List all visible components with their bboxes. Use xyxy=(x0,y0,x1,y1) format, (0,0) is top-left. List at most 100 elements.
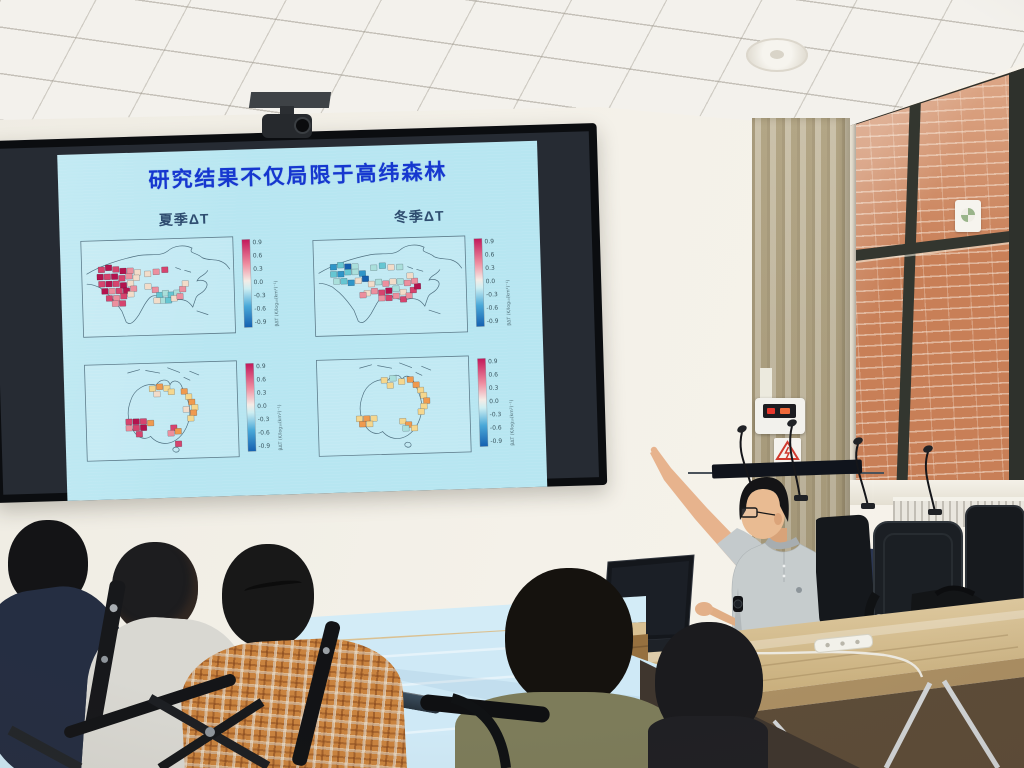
colorbar-tick: 0.6 xyxy=(256,376,266,383)
red-led xyxy=(767,408,775,414)
map-panel-aus-winter: 0.9 0.6 0.3 0.0 -0.3 -0.6 -0.9 βΔT (K/log₁₀(km²… xyxy=(315,354,518,460)
grid-cell xyxy=(167,430,175,437)
grid-cell xyxy=(148,385,156,393)
grid-cell xyxy=(104,264,113,272)
window-glare xyxy=(843,68,1024,505)
chair-armrest xyxy=(450,693,511,768)
grid-cell xyxy=(406,376,414,383)
season-label-summer: 夏季ΔT xyxy=(158,210,210,229)
grid-cell xyxy=(387,264,395,271)
colorbar-tick: -0.6 xyxy=(490,424,502,431)
grid-cell xyxy=(385,294,393,302)
grid-cell xyxy=(126,267,134,275)
map-frame xyxy=(312,235,469,337)
grid-cell xyxy=(410,424,419,432)
grid-cell xyxy=(120,292,128,300)
grid-cell xyxy=(403,279,411,287)
ceiling-camera xyxy=(248,92,334,142)
colorbar xyxy=(245,363,257,452)
grid-cell xyxy=(132,424,140,432)
grid-cell xyxy=(175,440,183,448)
slide: 研究结果不仅局限于高纬森林 夏季ΔT 冬季ΔT 0.9 0.6 0.3 0.0 -0.3… xyxy=(57,140,548,501)
colorbar-tick: -0.6 xyxy=(486,304,498,311)
grid-cell xyxy=(180,388,188,395)
grid-cell xyxy=(370,287,378,295)
office-chairs-left xyxy=(7,580,550,768)
office-chair-back xyxy=(816,514,876,628)
grid-cell xyxy=(329,263,337,271)
colorbar-tick: 0.9 xyxy=(252,239,262,246)
colorbar-tick: 0.0 xyxy=(486,278,496,285)
colorbar-tick: 0.0 xyxy=(253,279,263,286)
colorbar-tick: 0.3 xyxy=(489,385,499,392)
colorbar-tick: -0.9 xyxy=(258,443,270,450)
grid-cell xyxy=(333,278,341,285)
colorbar-tick: 0.3 xyxy=(253,266,263,273)
grid-cell xyxy=(385,287,393,294)
colorbar-tick: 0.9 xyxy=(488,358,498,365)
grid-cell xyxy=(359,420,367,428)
map-us-winter: 0.9 0.6 0.3 0.0 -0.3 -0.6 -0.9 βΔT (K/log₁₀(km²… xyxy=(312,235,512,337)
grid-cell xyxy=(181,280,189,287)
colorbar-tick: -0.6 xyxy=(254,305,266,312)
grid-cell xyxy=(190,409,198,416)
grid-cell xyxy=(182,406,190,413)
colorbar-tick: 0.0 xyxy=(489,398,499,405)
sign-glyph xyxy=(961,208,975,222)
grid-cell xyxy=(378,262,386,269)
presenter-glasses xyxy=(740,507,758,518)
grid-cell xyxy=(153,297,161,304)
audience-member-4-head xyxy=(505,568,633,708)
colorbar-label: βΔT (K/log₁₀(km²)⁻¹) xyxy=(505,279,512,325)
colorbar-tick: -0.9 xyxy=(255,319,267,326)
grid-cell xyxy=(370,415,378,422)
grid-cell xyxy=(119,267,127,275)
grid-cell xyxy=(351,263,359,270)
grid-cell xyxy=(111,300,119,307)
speaker-center xyxy=(770,50,784,59)
grid-cell xyxy=(402,425,410,432)
chair-frame-bar xyxy=(85,580,126,729)
colorbar-label: βΔT (K/log₁₀(km²)⁻¹) xyxy=(273,280,280,326)
grid-cell xyxy=(112,266,120,273)
grid-cell xyxy=(103,273,111,281)
grid-cell xyxy=(378,294,386,302)
slide-title: 研究结果不仅局限于高纬森林 xyxy=(148,160,448,193)
grid-cell xyxy=(115,287,123,295)
grid-cell xyxy=(153,390,161,398)
grid-cell xyxy=(396,278,404,285)
camera-lens-icon xyxy=(294,117,311,134)
window xyxy=(843,68,1024,505)
grid-cell xyxy=(108,287,116,295)
grid-cell xyxy=(167,388,175,396)
wall-control-panel xyxy=(755,398,805,434)
grid-cell xyxy=(351,268,359,276)
grid-cell xyxy=(392,292,400,300)
grid-cell xyxy=(152,268,160,276)
grid-cell xyxy=(378,289,386,296)
colorbar-tick: -0.3 xyxy=(486,291,498,298)
grid-cell xyxy=(370,264,378,271)
grid-cell xyxy=(101,288,109,295)
grid-cell xyxy=(125,273,133,280)
grid-cell xyxy=(127,290,135,298)
presenter-left-forearm xyxy=(709,606,735,626)
grid-cell xyxy=(151,286,159,294)
colorbar-tick: 0.3 xyxy=(257,390,267,397)
grid-cell xyxy=(358,270,366,277)
grid-cell xyxy=(187,415,195,422)
grid-cell xyxy=(396,263,404,271)
map-panel-us-summer: 0.9 0.6 0.3 0.0 -0.3 -0.6 -0.9 βΔT (K/log₁₀(km²… xyxy=(80,234,283,340)
grid-cell xyxy=(191,404,199,411)
grid-cell xyxy=(337,261,345,269)
presenter-head xyxy=(741,489,785,539)
wall-conduit xyxy=(760,368,772,402)
grid-cell xyxy=(133,269,142,276)
control-panel-display xyxy=(763,404,796,418)
colorbar xyxy=(477,358,489,447)
grid-cell xyxy=(389,278,397,285)
grid-cell xyxy=(406,272,414,279)
grid-cell xyxy=(359,291,367,299)
colorbar-tick: 0.6 xyxy=(488,371,498,378)
grid-cell xyxy=(98,281,106,288)
